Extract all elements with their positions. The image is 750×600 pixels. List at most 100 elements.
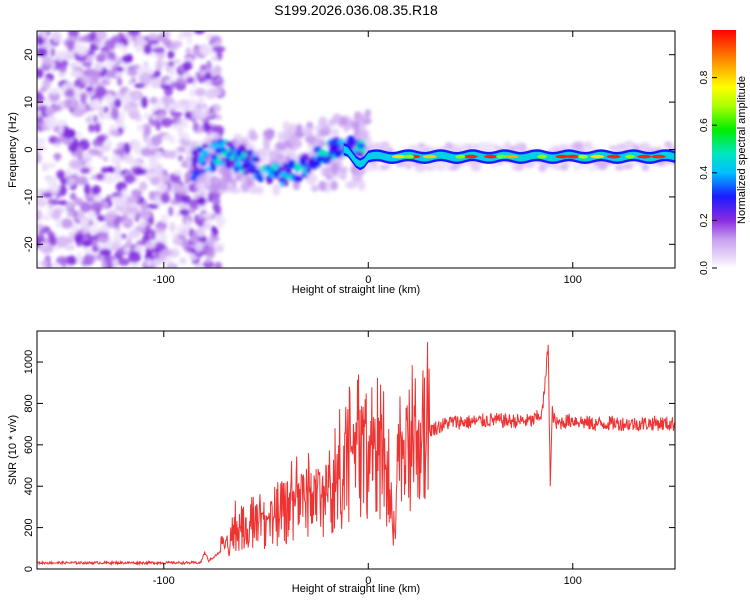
transition-halo-blob: [262, 129, 275, 138]
transition-core-blob: [224, 141, 234, 147]
snr-x-label: Height of straight line (km): [292, 583, 420, 595]
noise-blob: [75, 175, 89, 186]
noise-blob: [201, 212, 213, 219]
noise-blob: [201, 221, 211, 230]
noise-blob: [144, 252, 155, 262]
spectrogram-x-label: Height of straight line (km): [292, 284, 420, 296]
noise-blob: [110, 129, 121, 137]
noise-blob: [140, 147, 152, 157]
noise-blob: [65, 255, 78, 266]
noise-blob: [160, 231, 168, 243]
transition-core-blob: [294, 162, 301, 170]
noise-blob: [92, 98, 102, 109]
colorbar-tick-label: 0.8: [699, 70, 710, 84]
noise-blob: [37, 209, 43, 222]
noise-blob: [152, 47, 165, 53]
noise-blob: [102, 156, 109, 162]
noise-blob: [151, 114, 159, 120]
noise-blob: [195, 242, 202, 253]
noise-blob: [45, 96, 51, 106]
noise-blob: [104, 38, 117, 51]
transition-halo-blob: [330, 180, 338, 191]
ridge-hotspot: [483, 154, 498, 159]
noise-blob: [183, 132, 190, 142]
noise-blob: [111, 258, 119, 268]
noise-blob: [56, 235, 69, 248]
noise-blob: [78, 103, 86, 111]
transition-core-blob: [214, 147, 223, 154]
transition-halo-blob: [205, 177, 212, 188]
noise-blob: [88, 227, 102, 235]
noise-blob: [70, 109, 84, 117]
noise-blob: [93, 122, 102, 133]
noise-blob: [69, 192, 77, 201]
noise-blob: [80, 201, 92, 213]
transition-halo-blob: [321, 166, 330, 177]
transition-core-blob: [235, 149, 242, 157]
noise-blob: [167, 50, 175, 60]
noise-blob: [129, 161, 141, 167]
noise-blob: [197, 97, 205, 105]
noise-blob: [171, 124, 183, 130]
noise-blob: [58, 123, 64, 134]
transition-core-blob: [211, 153, 217, 161]
spectrogram-ytick-label: -10: [23, 189, 35, 205]
noise-blob: [138, 181, 148, 191]
spectrogram-y-label: Frequency (Hz): [7, 112, 19, 188]
colorbar-gradient: [712, 30, 736, 268]
noise-blob: [194, 87, 206, 97]
noise-blob: [90, 70, 101, 82]
noise-blob: [96, 31, 107, 41]
noise-blob: [37, 110, 42, 118]
noise-blob: [42, 78, 51, 90]
noise-blob: [94, 85, 107, 97]
noise-blob: [37, 106, 44, 112]
transition-halo-blob: [294, 125, 303, 135]
transition-core-blob: [234, 160, 241, 168]
transition-core-blob: [318, 149, 327, 156]
ridge-halo-blob: [617, 143, 626, 148]
noise-blob: [105, 240, 113, 250]
transition-halo-blob: [310, 184, 319, 192]
transition-core-blob: [298, 158, 307, 165]
transition-halo-blob: [226, 183, 234, 191]
noise-blob: [186, 36, 193, 45]
transition-core-blob: [282, 162, 288, 168]
noise-blob: [96, 215, 107, 222]
transition-halo-blob: [277, 131, 284, 142]
transition-core-blob: [328, 149, 334, 156]
noise-blob: [55, 169, 66, 180]
snr-ytick-label: 0: [23, 566, 35, 572]
noise-blob: [158, 112, 165, 119]
noise-blob: [147, 203, 160, 209]
noise-blob: [85, 86, 96, 92]
snr-y-label: SNR (10 * v/v): [7, 415, 19, 485]
noise-blob: [200, 64, 208, 71]
noise-blob: [96, 135, 106, 143]
transition-halo-blob: [305, 173, 318, 185]
noise-blob: [97, 232, 109, 244]
noise-blob: [163, 149, 170, 159]
transition-core-blob: [267, 171, 273, 178]
noise-blob: [212, 242, 223, 253]
noise-blob: [130, 77, 137, 83]
noise-blob: [148, 190, 155, 201]
noise-blob: [80, 160, 87, 166]
noise-blob: [180, 228, 188, 238]
ridge-hotspot: [590, 154, 605, 159]
noise-blob: [148, 215, 154, 226]
noise-blob: [39, 242, 51, 248]
noise-blob: [50, 47, 56, 58]
transition-halo-blob: [332, 113, 342, 124]
transition-core-blob: [273, 173, 279, 180]
transition-halo-blob: [301, 126, 313, 134]
noise-blob: [46, 114, 57, 122]
noise-blob: [91, 244, 99, 253]
noise-blob: [54, 152, 60, 162]
noise-blob: [80, 92, 87, 104]
noise-blob: [126, 195, 135, 204]
noise-blob: [43, 162, 57, 169]
ridge-warm-spot: [404, 154, 415, 159]
noise-blob: [110, 196, 123, 203]
noise-blob: [168, 206, 174, 217]
